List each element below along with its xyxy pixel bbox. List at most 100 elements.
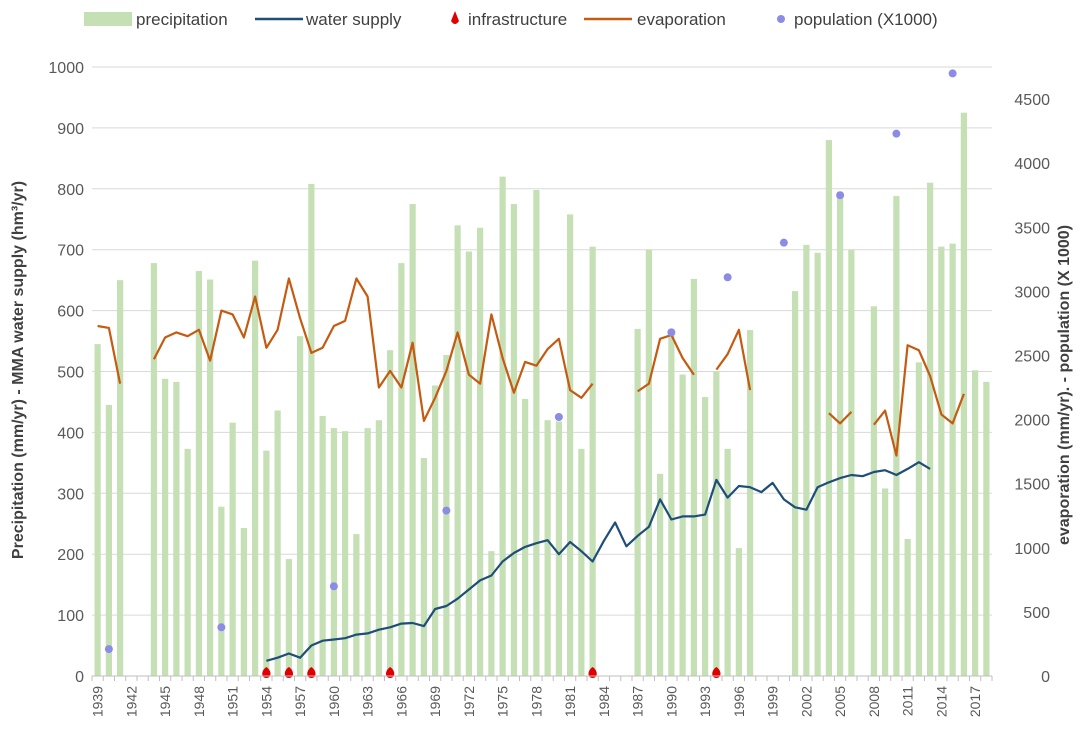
series-lines [97, 277, 965, 662]
precipitation-bar [645, 249, 652, 676]
gridlines [92, 66, 992, 677]
precipitation-bar [927, 182, 934, 676]
precipitation-bar [420, 457, 427, 676]
y-right-tick-label: 4000 [1014, 156, 1050, 173]
evaporation-line [97, 324, 122, 384]
precipitation-bar [792, 291, 799, 676]
precipitation-bar [870, 306, 877, 676]
x-tick-label: 1948 [191, 686, 207, 717]
y-right-tick-label: 500 [1023, 605, 1050, 622]
population-point [779, 238, 788, 247]
legend-label-evaporation: evaporation [637, 10, 726, 29]
water-supply-line [266, 461, 931, 662]
x-tick-label: 1993 [697, 686, 713, 717]
precipitation-bar [297, 336, 304, 676]
x-tick-label: 1942 [123, 686, 139, 717]
precipitation-bar [949, 243, 956, 677]
precipitation-bar [915, 362, 922, 676]
infrastructure-marker [307, 666, 316, 678]
precipitation-bar [983, 381, 990, 676]
x-tick-label: 1963 [360, 686, 376, 717]
precipitation-bar [454, 225, 461, 676]
precipitation-bar [229, 422, 236, 676]
legend-label-precipitation: precipitation [136, 10, 228, 29]
x-tick-label: 1972 [461, 686, 477, 717]
markers [104, 69, 957, 678]
precipitation-bar [848, 249, 855, 676]
population-point [329, 582, 338, 591]
evaporation-line [152, 277, 594, 422]
y-axis-left-title: Precipitation (mm/yr) - MMA water supply… [10, 181, 27, 559]
precipitation-bar [713, 371, 720, 676]
precipitation-bar [893, 196, 900, 676]
y-right-tick-label: 2000 [1014, 413, 1050, 430]
population-point [442, 506, 451, 515]
x-tick-label: 1984 [596, 686, 612, 717]
y-right-tick-label: 4500 [1014, 92, 1050, 109]
y-right-tick-label: 2500 [1014, 348, 1050, 365]
precipitation-bars [94, 112, 990, 677]
precipitation-bar [240, 528, 247, 676]
legend-label-infrastructure: infrastructure [468, 10, 567, 29]
precipitation-bar [184, 448, 191, 676]
precipitation-bar [882, 488, 889, 676]
precipitation-bar [825, 140, 832, 676]
y-left-tick-label: 700 [57, 243, 84, 260]
y-left-tick-label: 500 [57, 365, 84, 382]
x-tick-label: 1999 [765, 686, 781, 717]
population-point [554, 413, 563, 422]
y-left-tick-label: 100 [57, 608, 84, 625]
precipitation-bar [488, 551, 495, 676]
precipitation-bar [308, 183, 315, 677]
precipitation-bar [533, 190, 540, 676]
x-tick-label: 1954 [258, 686, 274, 717]
precipitation-bar [938, 246, 945, 676]
x-tick-label: 1996 [731, 686, 747, 717]
y-left-tick-label: 300 [57, 486, 84, 503]
x-tick-label: 1969 [427, 686, 443, 717]
y-left-tick-label: 600 [57, 304, 84, 321]
x-tick-label: 1975 [495, 686, 511, 717]
x-tick-label: 2017 [967, 686, 983, 717]
precipitation-bar [285, 559, 292, 676]
precipitation-bar [657, 473, 664, 676]
precipitation-bar [105, 404, 112, 676]
y-left-tick-label: 400 [57, 425, 84, 442]
precipitation-bar [679, 374, 686, 676]
precipitation-bar [690, 278, 697, 676]
precipitation-bar [195, 271, 202, 676]
evaporation-line [828, 411, 853, 425]
precipitation-bar [747, 330, 754, 676]
x-tick-label: 1981 [562, 686, 578, 717]
precipitation-bar [555, 421, 562, 676]
x-tick-label: 2005 [832, 686, 848, 717]
infrastructure-marker [712, 666, 721, 678]
precipitation-bar [803, 244, 810, 676]
precipitation-bar [330, 428, 337, 676]
infrastructure-marker [588, 666, 597, 678]
infrastructure-marker [262, 666, 271, 678]
x-tick-label: 2014 [933, 686, 949, 717]
y-right-tick-label: 1500 [1014, 477, 1050, 494]
precipitation-bar [364, 428, 371, 676]
precipitation-bar [274, 410, 281, 676]
precipitation-bar [150, 263, 157, 676]
axes: 0 100 200 300 400 500 600 700 800 900 1000 0 500 1000… [48, 60, 1050, 717]
x-tick-label: 2011 [900, 686, 916, 716]
precipitation-bar [432, 385, 439, 676]
precipitation-bar [398, 263, 405, 676]
x-tick-label: 1939 [90, 686, 106, 717]
legend-swatch-population [777, 15, 785, 23]
precipitation-bar [409, 204, 416, 676]
precipitation-bar [544, 420, 551, 676]
x-tick-label: 1951 [225, 686, 241, 717]
x-tick-label: 1957 [292, 686, 308, 717]
y-left-tick-label: 900 [57, 121, 84, 138]
population-point [836, 191, 845, 200]
legend-label-population: population (X1000) [794, 10, 938, 29]
y-left-tick-label: 800 [57, 182, 84, 199]
precipitation-bar [578, 448, 585, 676]
infrastructure-marker [385, 666, 395, 678]
y-right-tick-label: 1000 [1014, 541, 1050, 558]
